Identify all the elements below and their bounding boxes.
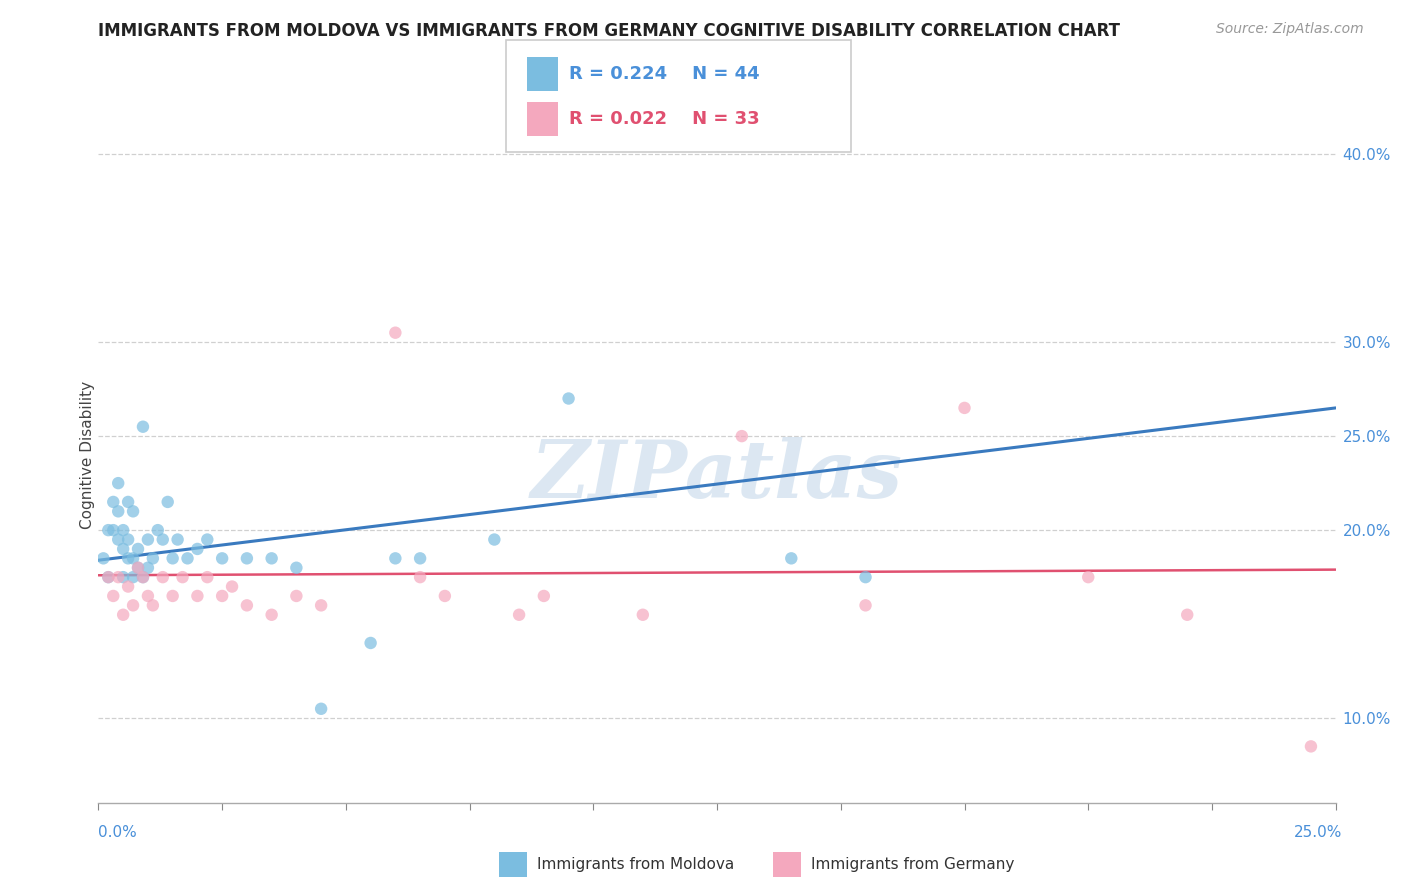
Point bbox=[384, 551, 406, 566]
Point bbox=[152, 570, 174, 584]
Text: Immigrants from Germany: Immigrants from Germany bbox=[811, 857, 1015, 871]
Point bbox=[557, 392, 579, 406]
Point bbox=[103, 523, 125, 537]
Text: 25.0%: 25.0% bbox=[1295, 825, 1343, 840]
Point bbox=[132, 419, 155, 434]
Text: R = 0.224    N = 44: R = 0.224 N = 44 bbox=[569, 65, 761, 83]
Point bbox=[1175, 607, 1198, 622]
Text: IMMIGRANTS FROM MOLDOVA VS IMMIGRANTS FROM GERMANY COGNITIVE DISABILITY CORRELAT: IMMIGRANTS FROM MOLDOVA VS IMMIGRANTS FR… bbox=[98, 22, 1121, 40]
Point bbox=[309, 599, 332, 613]
Point bbox=[186, 541, 208, 556]
Point bbox=[127, 560, 149, 574]
Point bbox=[433, 589, 456, 603]
Point bbox=[384, 326, 406, 340]
Text: R = 0.022    N = 33: R = 0.022 N = 33 bbox=[569, 110, 761, 128]
Point bbox=[186, 589, 208, 603]
Point bbox=[142, 551, 165, 566]
Point bbox=[484, 533, 506, 547]
Point bbox=[409, 570, 432, 584]
Point bbox=[260, 551, 283, 566]
Point bbox=[172, 570, 194, 584]
Point bbox=[97, 523, 120, 537]
Text: ZIPatlas: ZIPatlas bbox=[531, 437, 903, 515]
Point bbox=[360, 636, 382, 650]
Point bbox=[117, 533, 139, 547]
Point bbox=[142, 599, 165, 613]
Point bbox=[136, 533, 159, 547]
Point bbox=[236, 599, 259, 613]
Point bbox=[221, 580, 243, 594]
Point bbox=[631, 607, 654, 622]
Point bbox=[122, 599, 145, 613]
Point bbox=[855, 599, 877, 613]
Point bbox=[122, 570, 145, 584]
Point bbox=[97, 570, 120, 584]
Point bbox=[112, 541, 135, 556]
Point bbox=[146, 523, 169, 537]
Point bbox=[309, 702, 332, 716]
Point bbox=[127, 560, 149, 574]
Point bbox=[103, 495, 125, 509]
Point bbox=[1077, 570, 1099, 584]
Point bbox=[953, 401, 976, 415]
Text: 0.0%: 0.0% bbox=[98, 825, 138, 840]
Point bbox=[211, 589, 233, 603]
Point bbox=[156, 495, 179, 509]
Point bbox=[93, 551, 115, 566]
Point bbox=[117, 551, 139, 566]
Point bbox=[132, 570, 155, 584]
Point bbox=[285, 560, 308, 574]
Point bbox=[136, 560, 159, 574]
Point bbox=[127, 541, 149, 556]
Point bbox=[112, 570, 135, 584]
Point bbox=[260, 607, 283, 622]
Point bbox=[112, 607, 135, 622]
Point bbox=[162, 551, 184, 566]
Point bbox=[166, 533, 188, 547]
Point bbox=[103, 589, 125, 603]
Point bbox=[107, 504, 129, 518]
Point bbox=[122, 504, 145, 518]
Point bbox=[508, 607, 530, 622]
Text: Immigrants from Moldova: Immigrants from Moldova bbox=[537, 857, 734, 871]
Point bbox=[117, 495, 139, 509]
Point bbox=[533, 589, 555, 603]
Point bbox=[195, 533, 218, 547]
Point bbox=[1299, 739, 1322, 754]
Y-axis label: Cognitive Disability: Cognitive Disability bbox=[80, 381, 94, 529]
Point bbox=[236, 551, 259, 566]
Point bbox=[176, 551, 198, 566]
Point bbox=[97, 570, 120, 584]
Point bbox=[780, 551, 803, 566]
Point bbox=[195, 570, 218, 584]
Text: Source: ZipAtlas.com: Source: ZipAtlas.com bbox=[1216, 22, 1364, 37]
Point bbox=[107, 476, 129, 491]
Point bbox=[107, 533, 129, 547]
Point bbox=[117, 580, 139, 594]
Point bbox=[211, 551, 233, 566]
Point bbox=[731, 429, 754, 443]
Point bbox=[409, 551, 432, 566]
Point bbox=[136, 589, 159, 603]
Point bbox=[162, 589, 184, 603]
Point bbox=[107, 570, 129, 584]
Point bbox=[122, 551, 145, 566]
Point bbox=[132, 570, 155, 584]
Point bbox=[112, 523, 135, 537]
Point bbox=[855, 570, 877, 584]
Point bbox=[152, 533, 174, 547]
Point bbox=[285, 589, 308, 603]
